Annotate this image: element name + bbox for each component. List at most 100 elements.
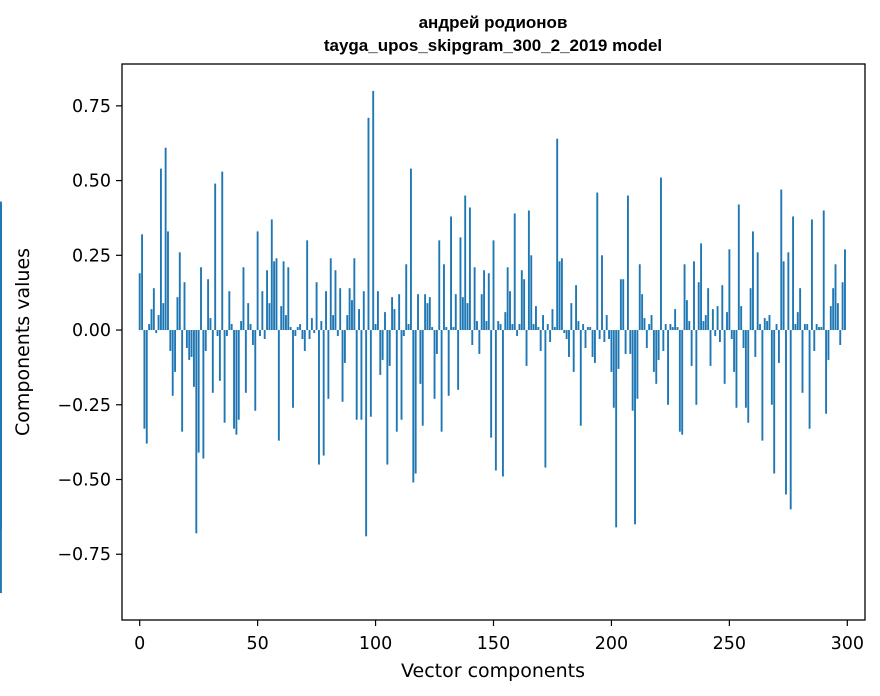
bar [379,330,382,375]
bar [589,327,592,331]
bar [669,324,672,331]
bar [652,330,655,372]
bar [391,297,394,331]
bar [777,330,780,363]
bar [810,219,813,331]
bar [244,330,247,393]
bar [414,330,417,474]
bar [582,324,585,331]
bar [813,330,816,351]
x-axis-label: Vector components [401,660,585,682]
bar [780,189,783,331]
bar [749,288,752,331]
bar [145,330,148,444]
bar [296,327,299,331]
bar [832,288,835,331]
bar [565,330,568,340]
bar [789,330,792,510]
bar [266,270,269,331]
bar [681,330,684,435]
bar [162,303,165,331]
bar [610,330,613,372]
bar [287,267,290,331]
bar [249,324,252,331]
bar [542,315,544,331]
bar [664,324,667,331]
y-tick-label: −0.25 [57,396,111,416]
bar [655,330,658,384]
bar [386,330,389,465]
bar [766,321,769,331]
bar [704,315,707,331]
bar [560,258,563,331]
bar [256,231,259,331]
bar [747,330,750,423]
bar [188,330,191,360]
bar [435,330,438,354]
bar [532,324,535,331]
chart-title-line-2: tayga_upos_skipgram_300_2_2019 model [324,36,662,55]
bar [742,330,745,348]
bar [596,192,599,331]
bar [193,330,195,387]
y-tick-label: −0.50 [57,471,111,491]
bar [400,330,403,420]
bar [388,330,391,366]
bar [268,303,271,331]
bar [360,330,363,420]
bar [525,330,528,366]
bar [586,327,589,331]
bar [464,195,467,331]
bar [327,330,330,399]
bar [553,327,556,331]
bar [634,330,636,525]
bar [405,264,408,331]
bar [141,234,143,331]
x-tick-label: 300 [831,634,864,654]
bar [575,285,577,331]
bar [190,330,193,357]
bar [761,330,764,441]
bar [343,330,346,363]
bar [240,321,243,331]
bar [730,330,733,340]
bar [563,330,566,334]
bar [608,330,611,340]
bar [459,237,462,331]
bar [247,303,250,331]
bar [478,330,481,354]
bar [303,330,306,351]
bar [325,291,327,331]
bar [763,318,766,331]
bar [716,306,719,331]
bar [825,330,828,414]
bar [299,324,302,331]
bar [237,330,240,420]
bar [315,282,318,331]
y-tick-label: 0.00 [72,321,111,341]
chart-title-line-1: андрей родионов [419,13,568,32]
bar [0,249,2,331]
bar [615,330,618,528]
bar [320,321,323,331]
bar [318,330,320,465]
bar [839,330,842,345]
bar [754,330,757,357]
bars-group [0,90,846,594]
bar [678,330,681,432]
bar [218,330,221,381]
bar [148,324,151,331]
bar [207,279,210,331]
bar [808,330,811,429]
bar [629,330,632,354]
bar [362,291,365,331]
bar [527,210,530,331]
bar [374,324,377,331]
bar [202,330,205,459]
bar [254,330,257,411]
bar [412,330,415,483]
bar [641,294,644,331]
bar [593,330,596,363]
bar [836,303,839,331]
